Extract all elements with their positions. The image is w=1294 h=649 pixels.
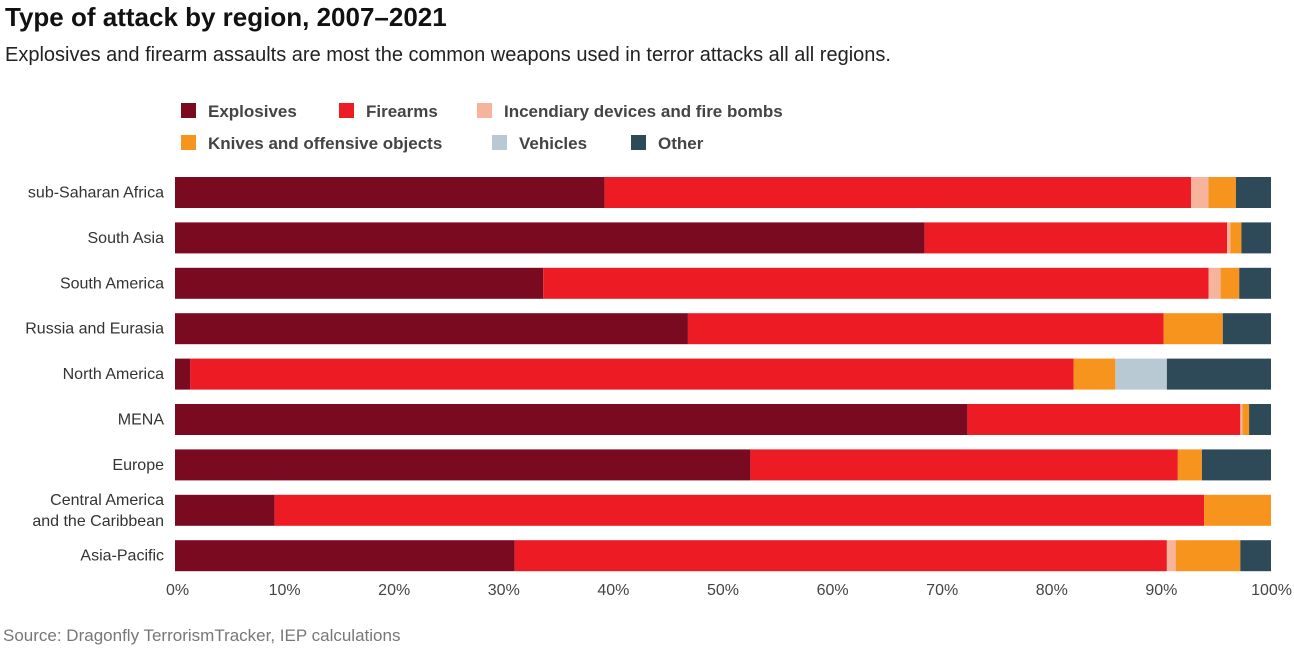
bar-segment — [175, 177, 605, 208]
bar-segment — [175, 222, 925, 254]
x-tick-label: 30% — [488, 582, 520, 599]
bar-segment — [175, 494, 275, 526]
bar-segment — [1239, 267, 1271, 299]
bar-segment — [1115, 358, 1167, 390]
bar-segment — [1190, 177, 1209, 208]
bar-segment — [1201, 449, 1271, 481]
bar-segment — [274, 494, 1205, 526]
bar-segment — [543, 267, 1209, 299]
x-tick-label: 50% — [707, 582, 739, 599]
category-label: South Asia — [88, 230, 165, 247]
x-tick-label: 100% — [1251, 582, 1292, 599]
bar-segment — [750, 449, 1178, 481]
bar-segment — [1175, 540, 1241, 572]
legend-swatch — [181, 103, 196, 118]
bar-segment — [1240, 404, 1243, 435]
bar-segment — [1227, 222, 1231, 254]
bar-segment — [1208, 267, 1221, 299]
x-tick-label: 20% — [378, 582, 410, 599]
chart-subtitle: Explosives and firearm assaults are most… — [5, 44, 891, 66]
category-label: MENA — [118, 412, 165, 429]
source-note: Source: Dragonfly TerrorismTracker, IEP … — [3, 626, 401, 645]
bar-segment — [1166, 358, 1271, 390]
legend-swatch — [477, 103, 492, 118]
category-label: South America — [60, 275, 164, 292]
bar-segment — [514, 540, 1167, 572]
bar-segment — [175, 313, 688, 345]
bar-segment — [604, 177, 1191, 208]
legend-item: Knives and offensive objects — [181, 134, 442, 153]
bar-segment — [1242, 404, 1250, 435]
legend-item: Explosives — [181, 102, 297, 121]
category-label: North America — [63, 366, 164, 383]
legend-label: Firearms — [366, 102, 438, 121]
category-label: Asia-Pacific — [80, 548, 164, 565]
category-label: Russia and Eurasia — [25, 321, 164, 338]
bar-segment — [175, 449, 751, 481]
legend-swatch — [339, 103, 354, 118]
bar-segment — [175, 404, 968, 435]
legend-label: Other — [658, 134, 704, 153]
bar-segment — [1249, 404, 1271, 435]
legend-label: Incendiary devices and fire bombs — [504, 102, 783, 121]
bar-segment — [1204, 494, 1271, 526]
category-label: sub-Saharan Africa — [28, 185, 164, 202]
bar-segment — [1208, 177, 1236, 208]
x-tick-label: 40% — [597, 582, 629, 599]
bar-segment — [1222, 313, 1271, 345]
legend-label: Explosives — [208, 102, 297, 121]
bar-segment — [1220, 267, 1240, 299]
bar-segment — [1177, 449, 1202, 481]
legend-swatch — [181, 135, 196, 150]
bar-segment — [175, 358, 191, 390]
bar-segment — [175, 267, 544, 299]
legend-item: Other — [631, 134, 704, 153]
bar-segment — [1235, 177, 1271, 208]
bar-segment — [1240, 540, 1271, 572]
x-tick-label: 90% — [1145, 582, 1177, 599]
x-tick-label: 80% — [1036, 582, 1068, 599]
legend-swatch — [492, 135, 507, 150]
x-tick-label: 0% — [166, 582, 189, 599]
bar-segment — [175, 540, 515, 572]
legend-item: Vehicles — [492, 134, 587, 153]
legend-label: Knives and offensive objects — [208, 134, 442, 153]
bar-segment — [1073, 358, 1116, 390]
x-tick-label: 10% — [269, 582, 301, 599]
legend-label: Vehicles — [519, 134, 587, 153]
bar-segment — [687, 313, 1164, 345]
bar-segment — [1230, 222, 1242, 254]
legend-swatch — [631, 135, 646, 150]
x-tick-label: 60% — [817, 582, 849, 599]
chart-title: Type of attack by region, 2007–2021 — [5, 2, 447, 32]
bar-segment — [924, 222, 1228, 254]
bar-segment — [1163, 313, 1223, 345]
bar-segment — [190, 358, 1074, 390]
bar-segment — [1166, 540, 1176, 572]
bar-segment — [1241, 222, 1271, 254]
legend-item: Incendiary devices and fire bombs — [477, 102, 783, 121]
bar-segment — [967, 404, 1241, 435]
category-label: Europe — [112, 457, 164, 474]
legend-item: Firearms — [339, 102, 438, 121]
category-label: Central America and the Caribbean — [32, 492, 164, 530]
x-tick-label: 70% — [926, 582, 958, 599]
